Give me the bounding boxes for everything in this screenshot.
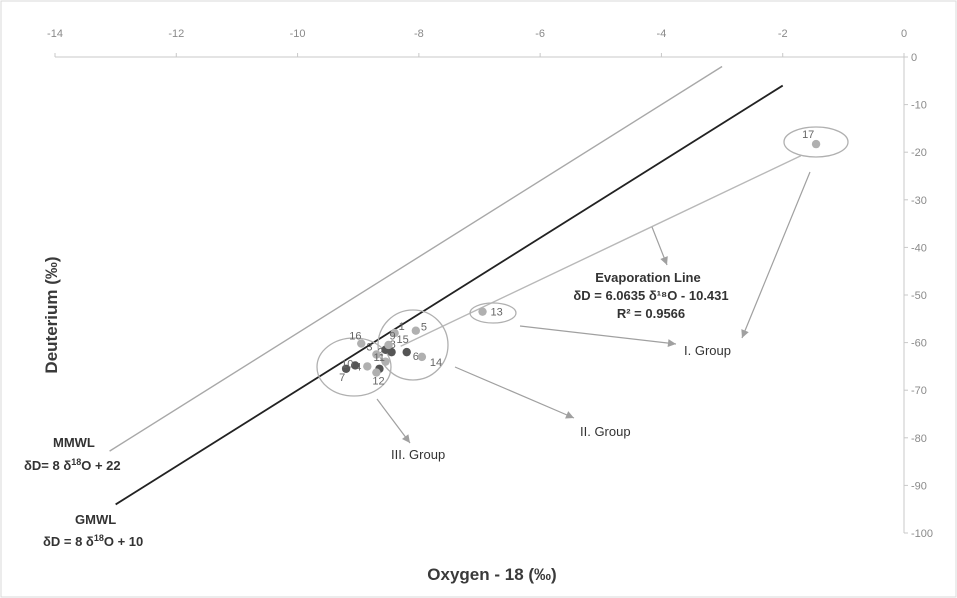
arrow-head bbox=[660, 256, 668, 265]
y-axis-title: Deuterium (‰) bbox=[42, 256, 61, 373]
point-label: 6 bbox=[413, 351, 419, 363]
data-point bbox=[411, 326, 421, 335]
point-label: 7 bbox=[339, 372, 345, 384]
arrow-head bbox=[402, 434, 410, 443]
y-tick-label: 0 bbox=[911, 52, 917, 64]
evaporation-line-line bbox=[400, 155, 802, 347]
mmwl-equation: δD= 8 δ18O + 22 bbox=[24, 457, 121, 473]
group-ellipse-iii bbox=[316, 337, 392, 397]
data-point bbox=[402, 347, 411, 357]
data-point bbox=[363, 362, 372, 371]
group-label-i: I. Group bbox=[684, 343, 731, 358]
data-point bbox=[417, 352, 427, 362]
point-label: 13 bbox=[491, 307, 503, 319]
arrow-head bbox=[565, 411, 574, 419]
data-point bbox=[811, 139, 821, 149]
y-tick-label: -20 bbox=[911, 147, 927, 159]
group-ellipses bbox=[316, 126, 849, 397]
gmwl-equation: δD = 8 δ18O + 10 bbox=[43, 533, 143, 549]
point-label: 1 bbox=[399, 321, 405, 333]
arrow-head bbox=[667, 339, 676, 348]
data-point bbox=[372, 368, 381, 377]
point-label: 17 bbox=[802, 129, 814, 141]
data-points: 1234567891011121314151617 bbox=[339, 129, 821, 388]
data-point bbox=[350, 361, 360, 370]
arrow-line bbox=[454, 366, 575, 419]
reference-lines bbox=[109, 65, 802, 506]
y-tick-label: -70 bbox=[911, 385, 927, 397]
group-ellipse-17 bbox=[783, 126, 849, 158]
y-tick-label: -60 bbox=[911, 338, 927, 350]
data-point bbox=[384, 340, 393, 350]
y-tick-label: -30 bbox=[911, 195, 927, 207]
x-tick-label: -6 bbox=[535, 28, 545, 40]
arrow-line bbox=[519, 325, 677, 345]
x-tick-label: -2 bbox=[778, 28, 788, 40]
data-point bbox=[341, 364, 351, 373]
point-label: 11 bbox=[373, 352, 384, 364]
arrow-head bbox=[741, 329, 749, 338]
x-axis-title: Oxygen - 18 (‰) bbox=[427, 565, 556, 584]
data-point bbox=[478, 307, 487, 316]
y-tick-label: -40 bbox=[911, 242, 927, 254]
point-label: 12 bbox=[372, 376, 384, 388]
point-label: 3 bbox=[366, 342, 372, 354]
point-label: 2 bbox=[378, 347, 384, 359]
x-tick-label: -10 bbox=[290, 28, 306, 40]
group-label-iii: III. Group bbox=[391, 447, 445, 462]
x-tick-label: -14 bbox=[47, 28, 63, 40]
x-tick-label: 0 bbox=[901, 28, 907, 40]
gmwl-line bbox=[115, 84, 784, 506]
data-point bbox=[372, 350, 381, 359]
x-tick-label: -12 bbox=[168, 28, 184, 40]
axes: -14 -12 -10 -8 -6 -4 -2 00-10-20-30-40-50-60-70… bbox=[47, 28, 933, 540]
gmwl-label: GMWL bbox=[75, 512, 116, 527]
evaporation-equation: δD = 6.0635 δ¹⁸O - 10.431 bbox=[573, 288, 728, 303]
y-tick-label: -50 bbox=[911, 290, 927, 302]
y-tick-label: -90 bbox=[911, 480, 927, 492]
evaporation-r2: R² = 0.9566 bbox=[617, 306, 685, 321]
arrow-line bbox=[741, 171, 811, 339]
y-tick-label: -100 bbox=[911, 528, 933, 540]
data-point bbox=[381, 357, 390, 366]
arrow-line bbox=[376, 398, 411, 444]
data-point bbox=[390, 328, 399, 338]
group-label-ii: II. Group bbox=[580, 424, 631, 439]
evaporation-title: Evaporation Line bbox=[595, 270, 700, 285]
mmwl-line bbox=[109, 65, 723, 452]
point-label: 14 bbox=[430, 357, 442, 369]
y-tick-label: -80 bbox=[911, 433, 927, 445]
point-label: 15 bbox=[397, 334, 409, 346]
x-tick-label: -8 bbox=[414, 28, 424, 40]
point-label: 10 bbox=[341, 358, 353, 370]
point-label: 9 bbox=[390, 331, 396, 343]
x-tick-label: -4 bbox=[657, 28, 667, 40]
group-arrows bbox=[376, 171, 811, 444]
data-point bbox=[357, 339, 366, 348]
point-label: 16 bbox=[349, 331, 361, 343]
group-ellipse-13 bbox=[469, 302, 517, 324]
point-label: 5 bbox=[421, 322, 427, 334]
y-tick-label: -10 bbox=[911, 100, 927, 112]
mmwl-label: MMWL bbox=[53, 435, 95, 450]
